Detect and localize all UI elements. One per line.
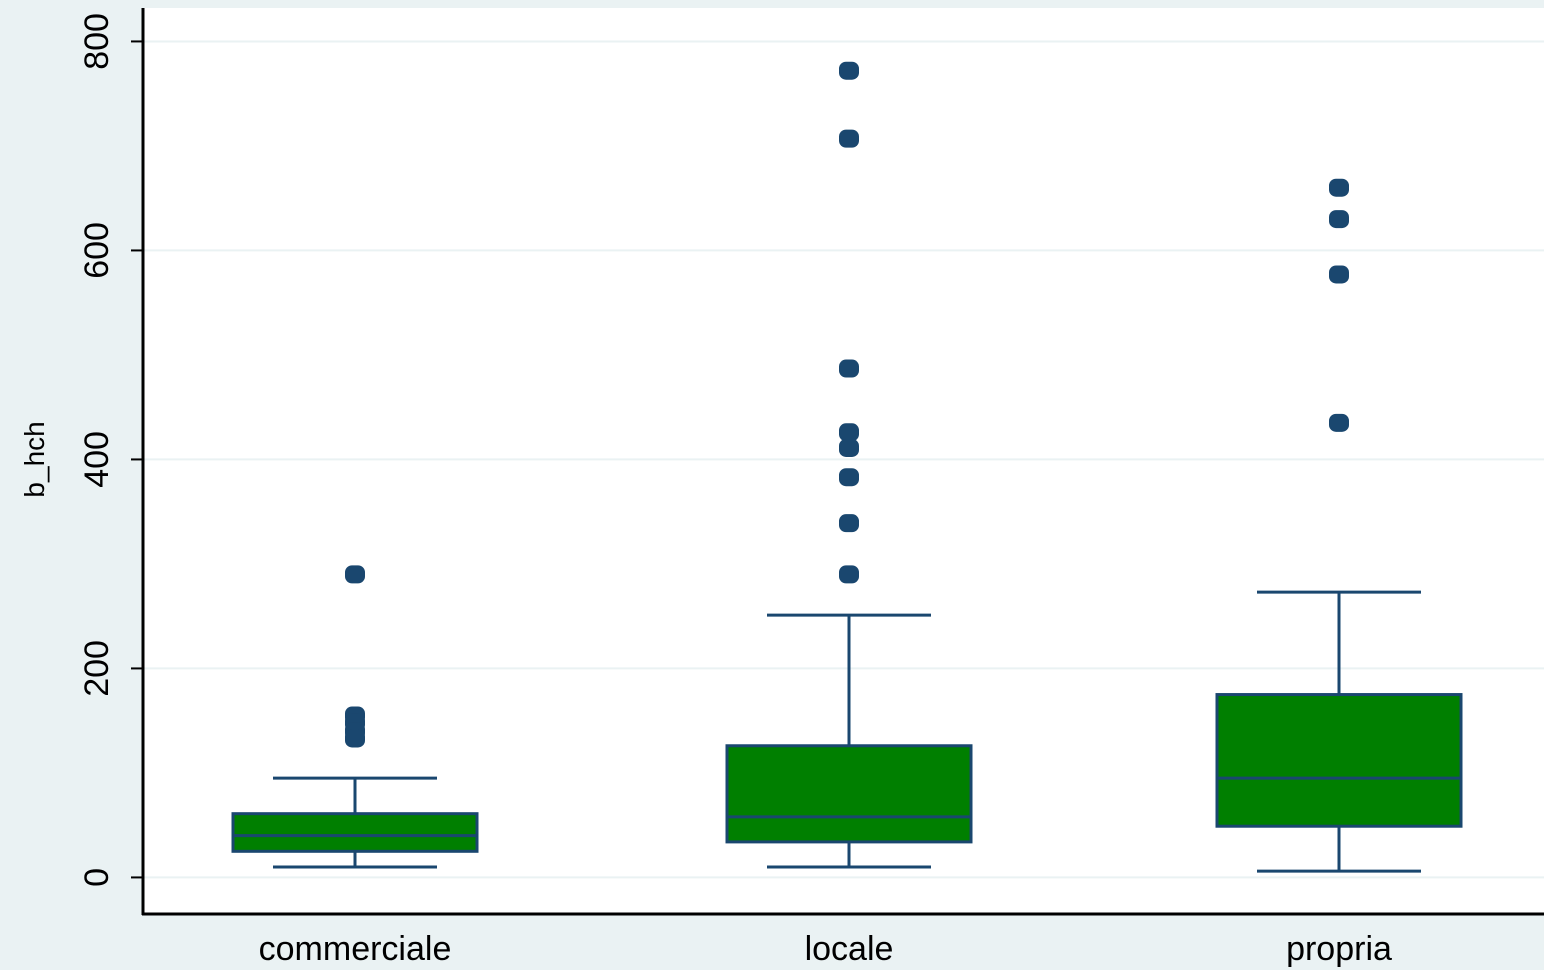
outlier-point (345, 729, 365, 748)
box-group-locale (725, 61, 973, 869)
outlier-point (839, 129, 859, 148)
outlier-point (839, 61, 859, 80)
outlier-point (839, 423, 859, 442)
outlier-point (839, 514, 859, 533)
iqr-box (725, 744, 973, 844)
outlier-point (345, 565, 365, 584)
y-tick-label: 400 (78, 431, 116, 488)
outlier-point (1329, 413, 1349, 432)
y-tick-label: 200 (78, 640, 116, 697)
iqr-box (1215, 693, 1463, 828)
y-tick-label: 600 (78, 222, 116, 279)
y-axis-title: b_hch (19, 421, 50, 497)
outlier-point (839, 468, 859, 487)
x-tick-label: locale (805, 930, 894, 968)
y-tick-label: 0 (78, 868, 116, 887)
x-axis-ticks: commerciale locale propria (259, 930, 1392, 968)
outlier-point (839, 565, 859, 584)
outlier-point (839, 359, 859, 378)
box-plots (231, 61, 1463, 873)
outlier-point (1329, 178, 1349, 197)
outlier-point (1329, 210, 1349, 229)
gridlines (143, 40, 1544, 879)
x-tick-label: commerciale (259, 930, 452, 968)
outlier-point (839, 438, 859, 457)
y-axis-ticks: 0 200 400 600 800 (78, 13, 143, 887)
x-tick-label: propria (1286, 930, 1392, 968)
box-group-propria (1215, 178, 1463, 873)
outlier-point (1329, 265, 1349, 284)
iqr-box (231, 812, 479, 853)
y-tick-label: 800 (78, 13, 116, 70)
box-group-commerciale (231, 565, 479, 869)
